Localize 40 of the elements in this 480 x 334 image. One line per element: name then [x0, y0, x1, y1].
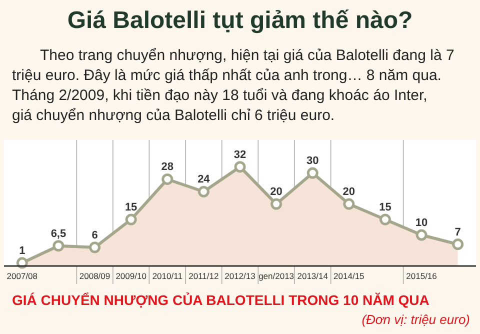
- data-label: 24: [198, 174, 211, 186]
- x-tick-label: gen/2013: [258, 271, 294, 281]
- point: [306, 167, 318, 179]
- data-label: 15: [124, 202, 138, 214]
- x-tick-label: 2009/10: [116, 271, 147, 281]
- x-tick-label: 2012/13: [224, 271, 256, 281]
- data-label: 1: [19, 244, 26, 257]
- point: [162, 173, 174, 185]
- text: (Đơn vị: triệu euro): [362, 312, 470, 327]
- point: [452, 238, 464, 250]
- x-tick-label: 2014/15: [334, 271, 365, 281]
- data-label: 30: [306, 155, 319, 168]
- chart-subtitle: Theo trang chuyển nhượng, hiện tại giá của Balotelli đang là 7 triệu euro. Đây là mức giá thấp nhất của anh trong… 8 năm qua. Tháng 2/2009, khi tiền đạo này 18 tuổi và đang khoác áo Inter, giá chuyển nhượng của Balotelli chỉ 6 triệu euro.: [12, 47, 454, 124]
- chart-title: Giá Balotelli tụt giảm thế nào?: [67, 7, 413, 34]
- data-label: 32: [234, 148, 246, 161]
- x-tick-label: 2010/11: [152, 271, 183, 281]
- x-tick-label: 2013/14: [297, 271, 328, 281]
- x-tick-label: 2011/12: [188, 271, 220, 281]
- point: [379, 214, 391, 226]
- point: [52, 240, 64, 252]
- data-label: 10: [415, 217, 428, 230]
- data-label: 6,5: [50, 228, 66, 240]
- data-label: 20: [270, 186, 282, 198]
- point: [343, 198, 355, 210]
- x-tick-label: 2015/16: [406, 271, 438, 281]
- text: GIÁ CHUYỂN NHƯỢNG CỦA BALOTELLI TRONG 10 NĂM QUA: [12, 292, 430, 308]
- point: [125, 214, 137, 226]
- data-label: 15: [379, 202, 392, 214]
- x-tick-label: 2007/08: [6, 271, 38, 281]
- data-label: 6: [92, 229, 98, 242]
- point: [198, 186, 210, 198]
- point: [89, 242, 101, 254]
- point: [416, 229, 428, 241]
- data-label: 28: [161, 161, 174, 174]
- point: [16, 257, 28, 269]
- point: [234, 161, 246, 173]
- point: [270, 198, 282, 210]
- x-tick-label: 2008/09: [79, 271, 110, 281]
- data-label: 20: [342, 186, 356, 198]
- data-label: 7: [454, 226, 461, 238]
